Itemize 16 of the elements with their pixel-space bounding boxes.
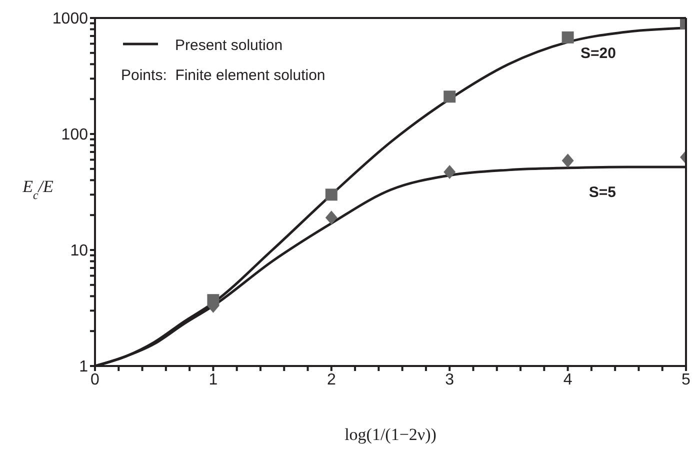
series-label: S=5 bbox=[588, 184, 616, 201]
x-tick-label: 1 bbox=[208, 371, 218, 388]
y-tick-label: 10 bbox=[70, 242, 88, 260]
y-axis-title: E$_{c}$/E bbox=[22, 177, 54, 202]
annotation: Points: Finite element solution bbox=[121, 67, 326, 84]
y-tick-label: 1 bbox=[79, 358, 88, 376]
x-tick-label: 3 bbox=[445, 371, 454, 388]
x-axis-title: log(1/(1−2ν)) bbox=[344, 425, 436, 444]
x-tick-label: 2 bbox=[326, 371, 336, 388]
x-tick-label: 0 bbox=[90, 371, 100, 388]
x-tick-label: 5 bbox=[682, 371, 691, 388]
y-tick-label: 100 bbox=[61, 126, 88, 144]
series-label: S=20 bbox=[580, 45, 616, 62]
x-tick-label: 4 bbox=[563, 371, 572, 388]
annotation: Present solution bbox=[175, 37, 283, 54]
y-tick-label: 1000 bbox=[52, 10, 88, 28]
